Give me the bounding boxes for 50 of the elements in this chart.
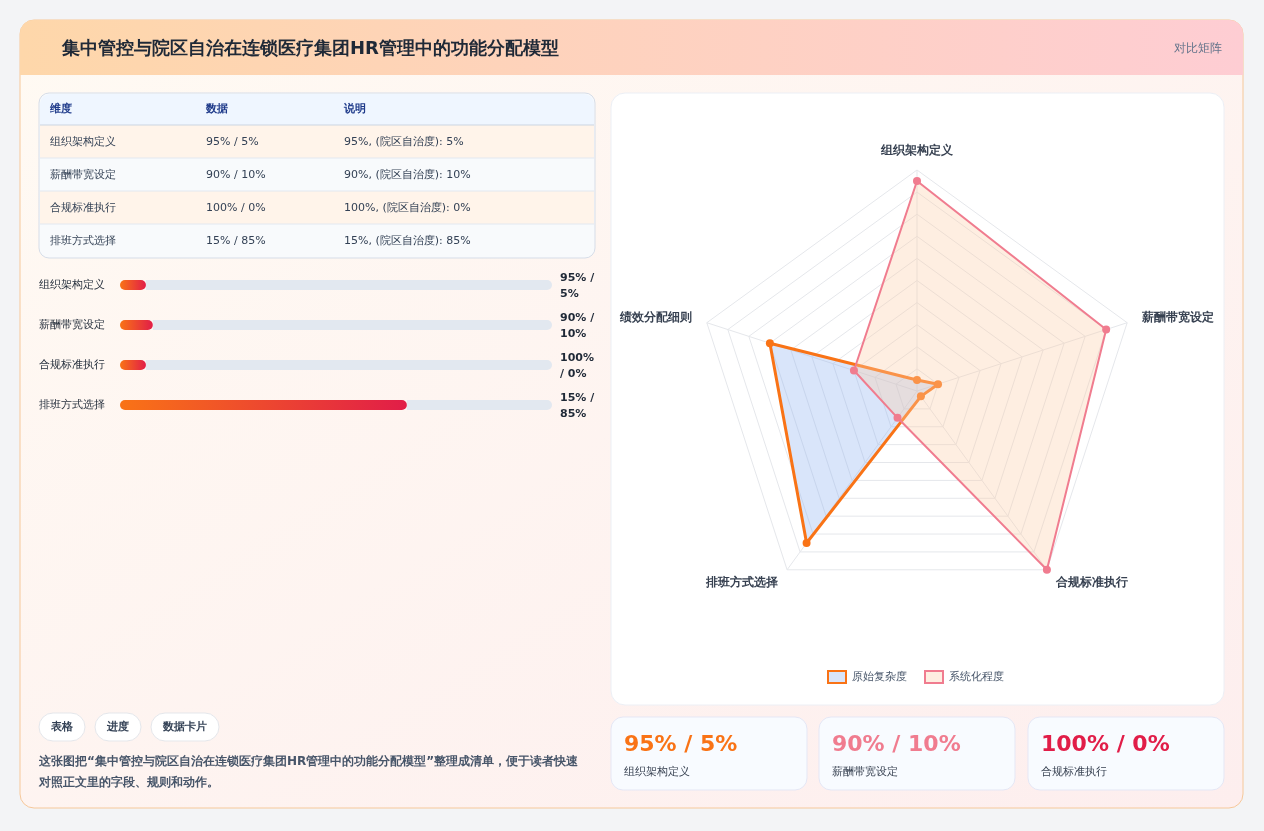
bar: [406, 400, 552, 410]
text: 90%, (院区自治度): 10%: [344, 167, 471, 181]
text: 90% / 10%: [832, 731, 961, 756]
legend-label: 系统化程度: [949, 670, 1004, 683]
y-tick-label: 薪酬带宽设定: [39, 318, 105, 331]
text: 数据卡片: [162, 720, 207, 733]
text: 对比矩阵: [1174, 40, 1222, 55]
bar: [120, 280, 146, 290]
text: 数据: [205, 102, 228, 115]
spoke-label: 组织架构定义: [880, 142, 954, 157]
text: 100% / 0%: [1041, 731, 1170, 756]
text: 集中管控与院区自治在连锁医疗集团HR管理中的功能分配模型: [61, 37, 559, 58]
text: 表格: [50, 720, 74, 733]
text: 排班方式选择: [50, 233, 116, 247]
text: 90% / 10%: [560, 311, 596, 340]
text: 95% / 5%: [206, 134, 259, 148]
text: 95%, (院区自治度): 5%: [344, 134, 464, 148]
bar: [145, 360, 552, 370]
text: 这张图把“集中管控与院区自治在连锁医疗集团HR管理中的功能分配模型”整理成清单，便于读者快速对照正文里的字段、规则和动作。: [38, 753, 580, 789]
spoke-label: 合规标准执行: [1055, 575, 1129, 590]
text: 薪酬带宽设定: [832, 765, 898, 778]
text: 组织架构定义: [624, 765, 690, 778]
text: 15% / 85%: [560, 391, 596, 420]
text: 15% / 85%: [206, 233, 266, 247]
bar: [152, 320, 552, 330]
text: 100% / 0%: [206, 200, 266, 214]
text: 进度: [106, 720, 129, 733]
text: 维度: [49, 102, 72, 115]
text: 合规标准执行: [50, 200, 116, 214]
text: 95% / 5%: [624, 731, 738, 756]
text: 薪酬带宽设定: [50, 167, 116, 181]
bar: [120, 400, 407, 410]
spoke-label: 排班方式选择: [704, 575, 778, 590]
spoke-label: 绩效分配细则: [618, 310, 692, 325]
bar: [145, 280, 552, 290]
y-tick-label: 合规标准执行: [39, 358, 105, 371]
text: 90% / 10%: [206, 167, 266, 181]
text: 合规标准执行: [1041, 765, 1107, 778]
bar: [120, 320, 153, 330]
text: 100%, (院区自治度): 0%: [344, 200, 471, 214]
spoke-label: 薪酬带宽设定: [1141, 310, 1215, 325]
y-tick-label: 组织架构定义: [39, 278, 105, 291]
text: 100% / 0%: [560, 351, 594, 380]
y-tick-label: 排班方式选择: [39, 398, 105, 411]
legend-label: 原始复杂度: [852, 670, 907, 683]
text: 95% / 5%: [560, 271, 596, 300]
text: 15%, (院区自治度): 85%: [344, 233, 471, 247]
bar: [120, 360, 146, 370]
text: 组织架构定义: [50, 134, 116, 148]
text: 说明: [343, 102, 366, 115]
